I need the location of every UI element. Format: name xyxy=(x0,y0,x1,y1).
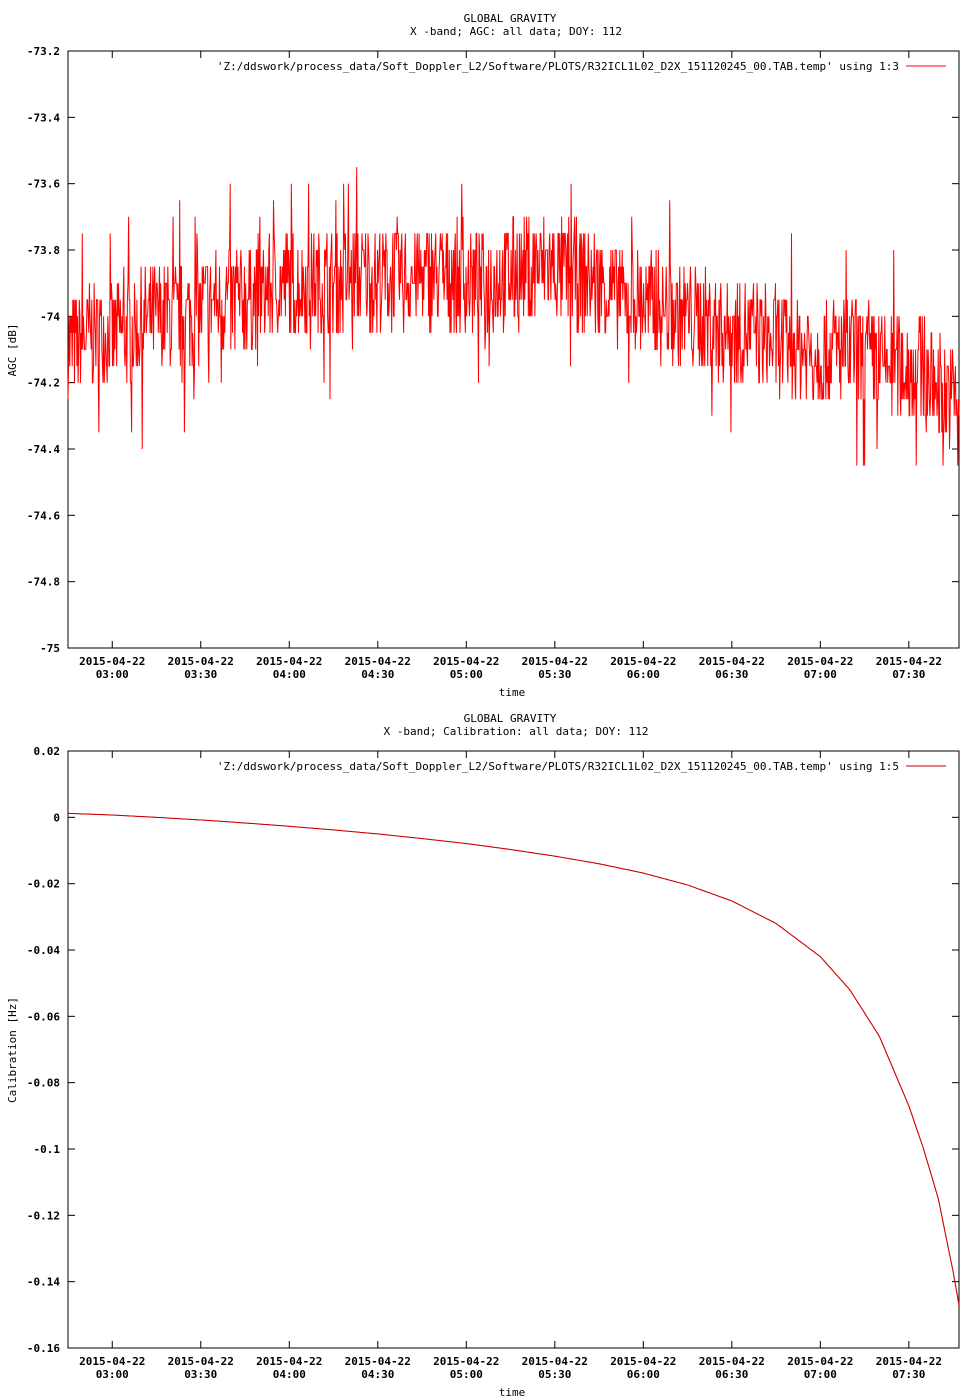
x-tick-time-label: 04:30 xyxy=(361,668,394,681)
x-tick-time-label: 07:00 xyxy=(804,1368,837,1381)
y-tick-label: -0.08 xyxy=(27,1077,60,1090)
calibration-legend-label: 'Z:/ddswork/process_data/Soft_Doppler_L2… xyxy=(217,760,899,773)
x-tick-time-label: 03:30 xyxy=(184,668,217,681)
x-tick-time-label: 05:00 xyxy=(450,1368,483,1381)
x-tick-time-label: 04:00 xyxy=(273,1368,306,1381)
calibration-x-axis: 2015-04-2203:002015-04-2203:302015-04-22… xyxy=(79,751,942,1381)
x-tick-date-label: 2015-04-22 xyxy=(787,1355,853,1368)
y-tick-label: 0.02 xyxy=(34,745,61,758)
x-tick-date-label: 2015-04-22 xyxy=(433,655,499,668)
x-tick-time-label: 04:30 xyxy=(361,1368,394,1381)
x-tick-date-label: 2015-04-22 xyxy=(522,1355,588,1368)
x-tick-date-label: 2015-04-22 xyxy=(787,655,853,668)
calibration-plot-frame xyxy=(67,750,960,1349)
x-tick-time-label: 05:30 xyxy=(538,668,571,681)
y-tick-label: -74 xyxy=(40,310,60,323)
y-tick-label: -74.4 xyxy=(27,443,60,456)
y-tick-label: -0.14 xyxy=(27,1276,60,1289)
x-tick-date-label: 2015-04-22 xyxy=(79,655,145,668)
y-tick-label: -0.1 xyxy=(34,1143,61,1156)
calibration-y-axis: 0.02 0 -0.02 -0.04 -0.06 -0.08 -0.1 -0.12 -0.14 -… xyxy=(27,745,959,1355)
calibration-chart-subtitle: X -band; Calibration: all data; DOY: 112 xyxy=(384,725,649,738)
calibration-x-axis-label: time xyxy=(499,1386,526,1399)
y-tick-label: -0.04 xyxy=(27,944,60,957)
x-tick-time-label: 07:30 xyxy=(892,668,925,681)
calibration-chart: GLOBAL GRAVITY X -band; Calibration: all… xyxy=(6,712,960,1399)
series-line xyxy=(67,167,960,466)
x-tick-time-label: 05:00 xyxy=(450,668,483,681)
x-tick-date-label: 2015-04-22 xyxy=(522,655,588,668)
agc-x-axis: 2015-04-2203:002015-04-2203:302015-04-22… xyxy=(79,51,942,681)
x-tick-date-label: 2015-04-22 xyxy=(610,655,676,668)
x-tick-date-label: 2015-04-22 xyxy=(168,655,234,668)
x-tick-time-label: 06:00 xyxy=(627,1368,660,1381)
y-tick-label: -0.02 xyxy=(27,878,60,891)
y-tick-label: -74.6 xyxy=(27,509,60,522)
y-tick-label: -0.16 xyxy=(27,1342,60,1355)
agc-chart: GLOBAL GRAVITY X -band; AGC: all data; D… xyxy=(6,12,960,699)
calibration-series xyxy=(68,812,960,1305)
x-tick-date-label: 2015-04-22 xyxy=(699,1355,765,1368)
x-tick-date-label: 2015-04-22 xyxy=(256,1355,322,1368)
x-tick-date-label: 2015-04-22 xyxy=(79,1355,145,1368)
x-tick-date-label: 2015-04-22 xyxy=(168,1355,234,1368)
x-tick-time-label: 07:30 xyxy=(892,1368,925,1381)
x-tick-date-label: 2015-04-22 xyxy=(876,1355,942,1368)
y-tick-label: -73.8 xyxy=(27,244,60,257)
agc-chart-title: GLOBAL GRAVITY xyxy=(464,12,557,25)
agc-legend-label: 'Z:/ddswork/process_data/Soft_Doppler_L2… xyxy=(217,60,899,73)
x-tick-date-label: 2015-04-22 xyxy=(610,1355,676,1368)
x-tick-date-label: 2015-04-22 xyxy=(256,655,322,668)
agc-series xyxy=(67,167,960,466)
y-tick-label: -73.6 xyxy=(27,178,60,191)
agc-x-axis-label: time xyxy=(499,686,526,699)
agc-plot-frame xyxy=(67,50,960,649)
x-tick-time-label: 03:00 xyxy=(96,1368,129,1381)
y-tick-label: -75 xyxy=(40,642,60,655)
x-tick-time-label: 06:30 xyxy=(715,1368,748,1381)
y-tick-label: -0.12 xyxy=(27,1209,60,1222)
calibration-chart-title: GLOBAL GRAVITY xyxy=(464,712,557,725)
y-tick-label: -0.06 xyxy=(27,1010,60,1023)
y-tick-label: -74.2 xyxy=(27,377,60,390)
agc-chart-subtitle: X -band; AGC: all data; DOY: 112 xyxy=(410,25,622,38)
x-tick-time-label: 07:00 xyxy=(804,668,837,681)
x-tick-time-label: 03:00 xyxy=(96,668,129,681)
series-line xyxy=(68,812,960,1305)
y-tick-label: -73.2 xyxy=(27,45,60,58)
x-tick-date-label: 2015-04-22 xyxy=(876,655,942,668)
x-tick-time-label: 04:00 xyxy=(273,668,306,681)
x-tick-time-label: 06:00 xyxy=(627,668,660,681)
x-tick-date-label: 2015-04-22 xyxy=(345,655,411,668)
y-tick-label: -73.4 xyxy=(27,111,60,124)
x-tick-time-label: 03:30 xyxy=(184,1368,217,1381)
x-tick-time-label: 05:30 xyxy=(538,1368,571,1381)
x-tick-date-label: 2015-04-22 xyxy=(345,1355,411,1368)
x-tick-date-label: 2015-04-22 xyxy=(699,655,765,668)
agc-y-axis-label: AGC [dB] xyxy=(6,324,19,377)
x-tick-time-label: 06:30 xyxy=(715,668,748,681)
y-tick-label: 0 xyxy=(53,811,60,824)
x-tick-date-label: 2015-04-22 xyxy=(433,1355,499,1368)
calibration-y-axis-label: Calibration [Hz] xyxy=(6,997,19,1103)
agc-y-axis: -73.2 -73.4 -73.6 -73.8 -74 -74.2 -74.4 -74.6 -7… xyxy=(27,45,959,655)
y-tick-label: -74.8 xyxy=(27,576,60,589)
